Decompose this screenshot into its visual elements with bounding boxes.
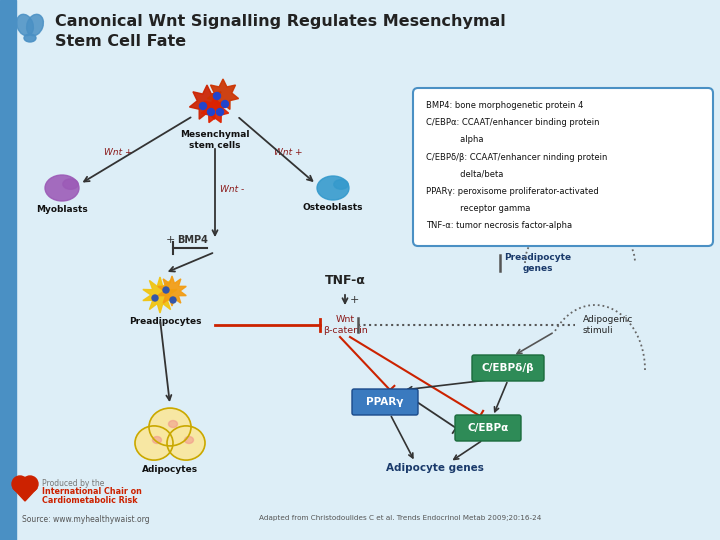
Text: C/EBPδ/β: CCAAT/enhancer ninding protein: C/EBPδ/β: CCAAT/enhancer ninding protein [426,153,608,161]
Ellipse shape [167,426,205,460]
Text: Adapted from Christodoulides C et al. Trends Endocrinol Metab 2009;20:16-24: Adapted from Christodoulides C et al. Tr… [258,515,541,521]
Ellipse shape [27,14,43,36]
Text: Canonical Wnt Signalling Regulates Mesenchymal: Canonical Wnt Signalling Regulates Mesen… [55,14,505,29]
Text: receptor gamma: receptor gamma [426,204,531,213]
Text: Adipocytes: Adipocytes [142,465,198,474]
Ellipse shape [135,426,173,460]
Text: Mesenchymal
stem cells: Mesenchymal stem cells [180,130,250,150]
Circle shape [22,476,38,492]
Polygon shape [158,276,186,306]
Text: C/EBPδ/β: C/EBPδ/β [482,363,534,373]
FancyBboxPatch shape [455,415,521,441]
Text: PPARγ: peroxisome proliferator-activated: PPARγ: peroxisome proliferator-activated [426,187,599,196]
Text: alpha: alpha [426,136,484,144]
Text: Wnt +: Wnt + [104,148,132,157]
Ellipse shape [24,34,36,42]
Ellipse shape [168,421,178,428]
Ellipse shape [17,14,33,36]
Circle shape [217,109,223,116]
Text: Produced by the: Produced by the [42,479,104,488]
Circle shape [152,295,158,301]
FancyBboxPatch shape [413,88,713,246]
Polygon shape [202,96,229,123]
Text: Osteoblasts: Osteoblasts [302,203,364,212]
Ellipse shape [63,179,78,190]
Polygon shape [189,85,225,119]
Circle shape [163,287,169,293]
Text: Wnt +: Wnt + [274,148,302,157]
Text: Preadipocytes: Preadipocytes [129,317,202,326]
Text: Adipogenic
stimuli: Adipogenic stimuli [583,315,634,335]
Text: BMP4: bone morphogenetic protein 4: BMP4: bone morphogenetic protein 4 [426,101,583,110]
FancyBboxPatch shape [472,355,544,381]
Text: Wnt
β-catenin: Wnt β-catenin [323,315,367,335]
Circle shape [214,92,220,99]
Bar [0,0,16,540]
Text: Adipocyte genes: Adipocyte genes [386,463,484,473]
Ellipse shape [334,180,348,189]
Ellipse shape [153,436,161,443]
Text: TNF-α: TNF-α [325,273,366,287]
Text: BMP4: BMP4 [177,235,208,245]
Text: Myoblasts: Myoblasts [36,205,88,214]
Polygon shape [207,79,238,110]
Ellipse shape [149,408,191,446]
Text: Cardiometabolic Risk: Cardiometabolic Risk [42,496,138,505]
Circle shape [12,476,28,492]
Text: C/EBPα: C/EBPα [467,423,508,433]
Circle shape [207,109,215,116]
Polygon shape [143,277,177,313]
Text: TNF-α: tumor necrosis factor-alpha: TNF-α: tumor necrosis factor-alpha [426,221,572,231]
Text: Stem Cell Fate: Stem Cell Fate [55,34,186,49]
Ellipse shape [317,176,349,200]
Text: Source: www.myhealthywaist.org: Source: www.myhealthywaist.org [22,515,150,524]
Ellipse shape [45,175,79,201]
Text: PPARγ: PPARγ [366,397,404,407]
Text: Preadipocyte
genes: Preadipocyte genes [505,253,572,273]
FancyBboxPatch shape [352,389,418,415]
Circle shape [170,297,176,303]
Text: +: + [350,295,359,305]
Polygon shape [13,488,37,501]
Text: delta/beta: delta/beta [426,170,503,179]
Ellipse shape [184,436,194,443]
Text: C/EBPα: CCAAT/enhancer binding protein: C/EBPα: CCAAT/enhancer binding protein [426,118,600,127]
Circle shape [222,100,228,107]
Text: International Chair on: International Chair on [42,487,142,496]
Text: +: + [166,235,175,245]
Circle shape [199,103,207,110]
Text: Wnt -: Wnt - [220,186,244,194]
